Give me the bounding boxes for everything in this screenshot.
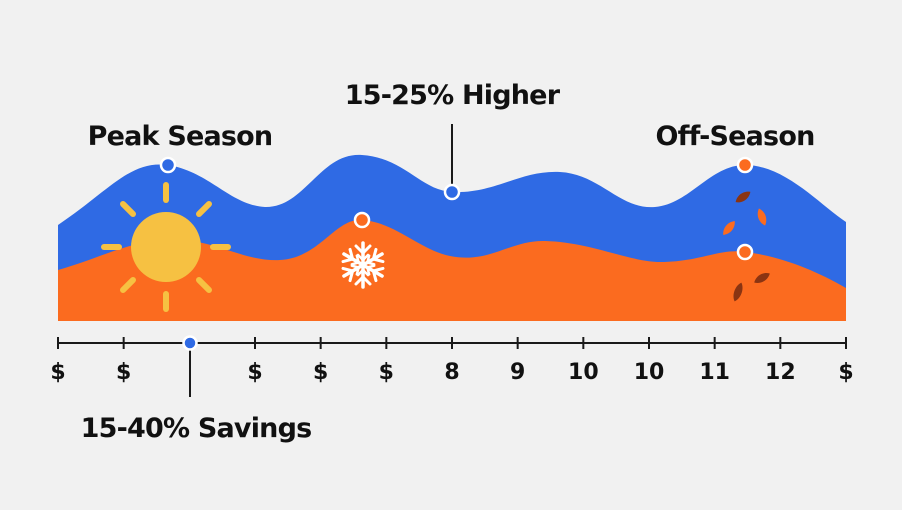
higher-marker bbox=[443, 183, 461, 201]
x-axis-ticks: $ $ $ $ $8 9 10 10 11 12 $ bbox=[50, 337, 854, 385]
peak-marker bbox=[159, 156, 177, 174]
off-season-marker bbox=[736, 156, 754, 174]
x-tick-label: 10 bbox=[634, 360, 665, 385]
leaves-icon bbox=[723, 191, 770, 302]
savings-label: 15-40% Savings bbox=[81, 413, 312, 444]
x-tick-label: $ bbox=[838, 360, 853, 385]
x-tick-label: $ bbox=[379, 360, 394, 385]
x-tick-label: $ bbox=[50, 360, 65, 385]
off-season-lower-marker bbox=[736, 243, 754, 261]
x-tick-label: 8 bbox=[444, 360, 459, 385]
higher-label: 15-25% Higher bbox=[345, 80, 561, 111]
x-tick-label: 12 bbox=[765, 360, 796, 385]
sun-icon bbox=[101, 182, 231, 312]
winter-marker bbox=[353, 211, 371, 229]
x-tick-label: $ bbox=[313, 360, 328, 385]
x-tick-label: 11 bbox=[699, 360, 730, 385]
x-tick-label: $ bbox=[247, 360, 262, 385]
x-tick-label: $ bbox=[116, 360, 131, 385]
off-season-label: Off-Season bbox=[656, 121, 815, 152]
x-tick-label: 10 bbox=[568, 360, 599, 385]
lower-wave-area bbox=[58, 219, 846, 321]
peak-season-label: Peak Season bbox=[88, 121, 273, 152]
savings-marker bbox=[182, 335, 198, 351]
x-tick-label: 9 bbox=[510, 360, 525, 385]
